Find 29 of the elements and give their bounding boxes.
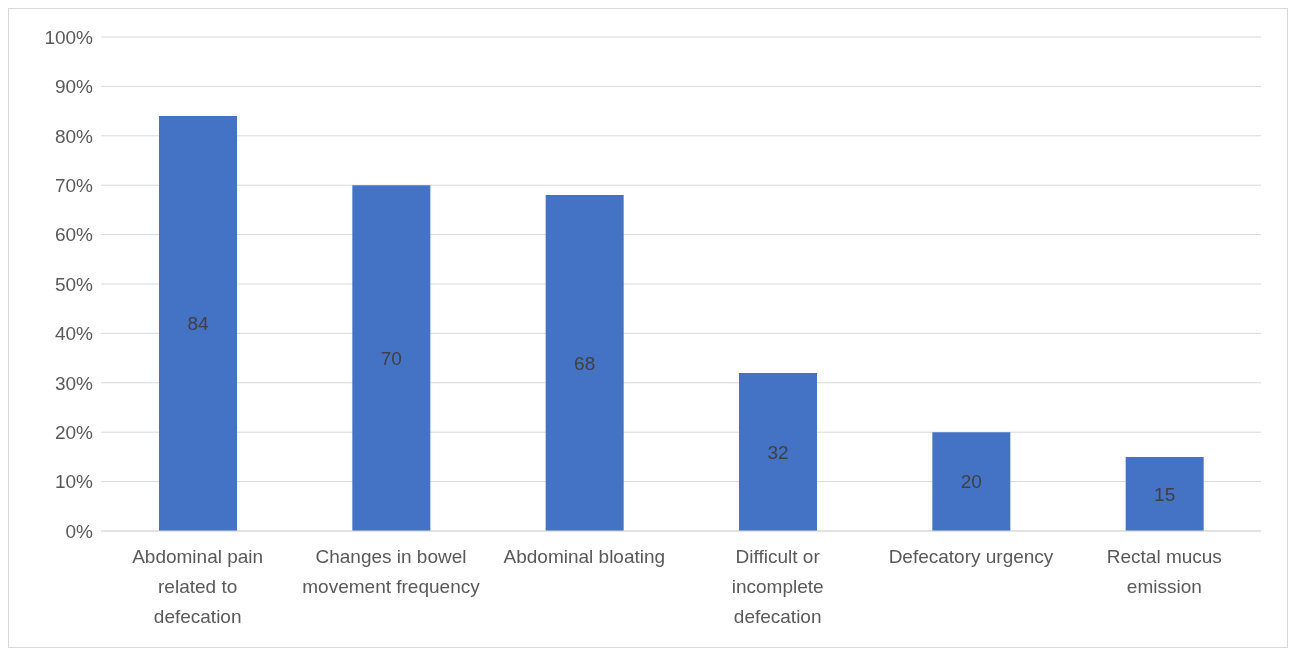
bar [739, 372, 817, 531]
data-label: 68 [574, 352, 596, 374]
x-tick-label: Changes in bowel movement frequency [302, 546, 481, 597]
x-tick-label: Abdominal pain related to defecation [132, 546, 264, 627]
x-tick-label: Abdominal bloating [503, 546, 666, 567]
data-label: 15 [1154, 483, 1176, 505]
y-tick-label: 10% [54, 471, 94, 493]
y-tick-label: 0% [65, 520, 94, 542]
bar [545, 195, 624, 531]
data-label: 32 [767, 441, 789, 463]
data-label: 20 [960, 471, 982, 493]
bar [352, 185, 431, 531]
y-tick-label: 70% [54, 174, 94, 196]
data-label: 84 [187, 313, 209, 335]
y-tick-label: 20% [54, 421, 94, 443]
x-tick-label: Difficult or incomplete defecation [731, 546, 824, 627]
y-tick-label: 60% [54, 224, 94, 246]
y-tick-label: 30% [54, 372, 94, 394]
bar [932, 432, 1011, 531]
y-tick-label: 40% [54, 323, 94, 345]
bar [159, 116, 237, 531]
x-tick-label: Defecatory urgency [888, 546, 1054, 567]
y-tick-label: 50% [54, 273, 94, 295]
bar [1125, 456, 1204, 531]
y-tick-label: 80% [54, 125, 94, 147]
data-label: 70 [380, 347, 402, 369]
y-tick-label: 100% [44, 26, 94, 48]
y-tick-label: 90% [54, 76, 94, 98]
x-tick-label: Rectal mucus emission [1106, 546, 1222, 597]
